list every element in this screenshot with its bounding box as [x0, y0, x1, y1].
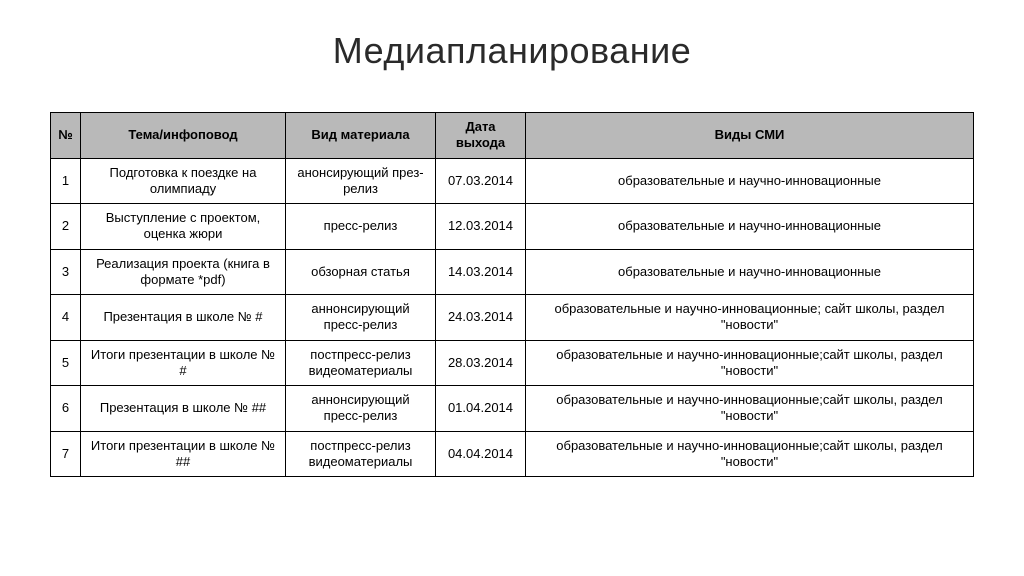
cell-topic: Выступление с проектом, оценка жюри — [81, 204, 286, 250]
cell-type: постпресс-релиз видеоматериалы — [286, 431, 436, 477]
cell-date: 28.03.2014 — [436, 340, 526, 386]
cell-type: аннонсирующий пресс-релиз — [286, 295, 436, 341]
cell-type: постпресс-релиз видеоматериалы — [286, 340, 436, 386]
cell-num: 7 — [51, 431, 81, 477]
page-title: Медиапланирование — [50, 30, 974, 72]
cell-date: 24.03.2014 — [436, 295, 526, 341]
cell-num: 6 — [51, 386, 81, 432]
cell-date: 12.03.2014 — [436, 204, 526, 250]
cell-topic: Итоги презентации в школе № ## — [81, 431, 286, 477]
cell-type: обзорная статья — [286, 249, 436, 295]
cell-media: образовательные и научно-инновационные;с… — [526, 340, 974, 386]
cell-topic: Подготовка к поездке на олимпиаду — [81, 158, 286, 204]
cell-num: 5 — [51, 340, 81, 386]
cell-num: 4 — [51, 295, 81, 341]
cell-type: анонсирующий през-релиз — [286, 158, 436, 204]
cell-media: образовательные и научно-инновационные; … — [526, 295, 974, 341]
table-row: 1 Подготовка к поездке на олимпиаду анон… — [51, 158, 974, 204]
cell-topic: Презентация в школе № ## — [81, 386, 286, 432]
cell-date: 01.04.2014 — [436, 386, 526, 432]
cell-type: пресс-релиз — [286, 204, 436, 250]
cell-media: образовательные и научно-инновационные — [526, 158, 974, 204]
cell-topic: Презентация в школе № # — [81, 295, 286, 341]
cell-num: 2 — [51, 204, 81, 250]
cell-media: образовательные и научно-инновационные;с… — [526, 431, 974, 477]
table-row: 3 Реализация проекта (книга в формате *p… — [51, 249, 974, 295]
table-row: 4 Презентация в школе № # аннонсирующий … — [51, 295, 974, 341]
cell-date: 14.03.2014 — [436, 249, 526, 295]
col-header-type: Вид материала — [286, 113, 436, 159]
table-row: 5 Итоги презентации в школе № # постпрес… — [51, 340, 974, 386]
col-header-date: Дата выхода — [436, 113, 526, 159]
cell-date: 04.04.2014 — [436, 431, 526, 477]
table-row: 6 Презентация в школе № ## аннонсирующий… — [51, 386, 974, 432]
cell-date: 07.03.2014 — [436, 158, 526, 204]
col-header-num: № — [51, 113, 81, 159]
slide: Медиапланирование № Тема/инфоповод Вид м… — [0, 0, 1024, 576]
col-header-media: Виды СМИ — [526, 113, 974, 159]
cell-media: образовательные и научно-инновационные — [526, 204, 974, 250]
cell-type: аннонсирующий пресс-релиз — [286, 386, 436, 432]
table-header-row: № Тема/инфоповод Вид материала Дата выхо… — [51, 113, 974, 159]
cell-media: образовательные и научно-инновационные;с… — [526, 386, 974, 432]
cell-num: 1 — [51, 158, 81, 204]
table-row: 2 Выступление с проектом, оценка жюри пр… — [51, 204, 974, 250]
table-row: 7 Итоги презентации в школе № ## постпре… — [51, 431, 974, 477]
col-header-topic: Тема/инфоповод — [81, 113, 286, 159]
cell-topic: Реализация проекта (книга в формате *pdf… — [81, 249, 286, 295]
cell-topic: Итоги презентации в школе № # — [81, 340, 286, 386]
media-plan-table: № Тема/инфоповод Вид материала Дата выхо… — [50, 112, 974, 477]
cell-num: 3 — [51, 249, 81, 295]
cell-media: образовательные и научно-инновационные — [526, 249, 974, 295]
